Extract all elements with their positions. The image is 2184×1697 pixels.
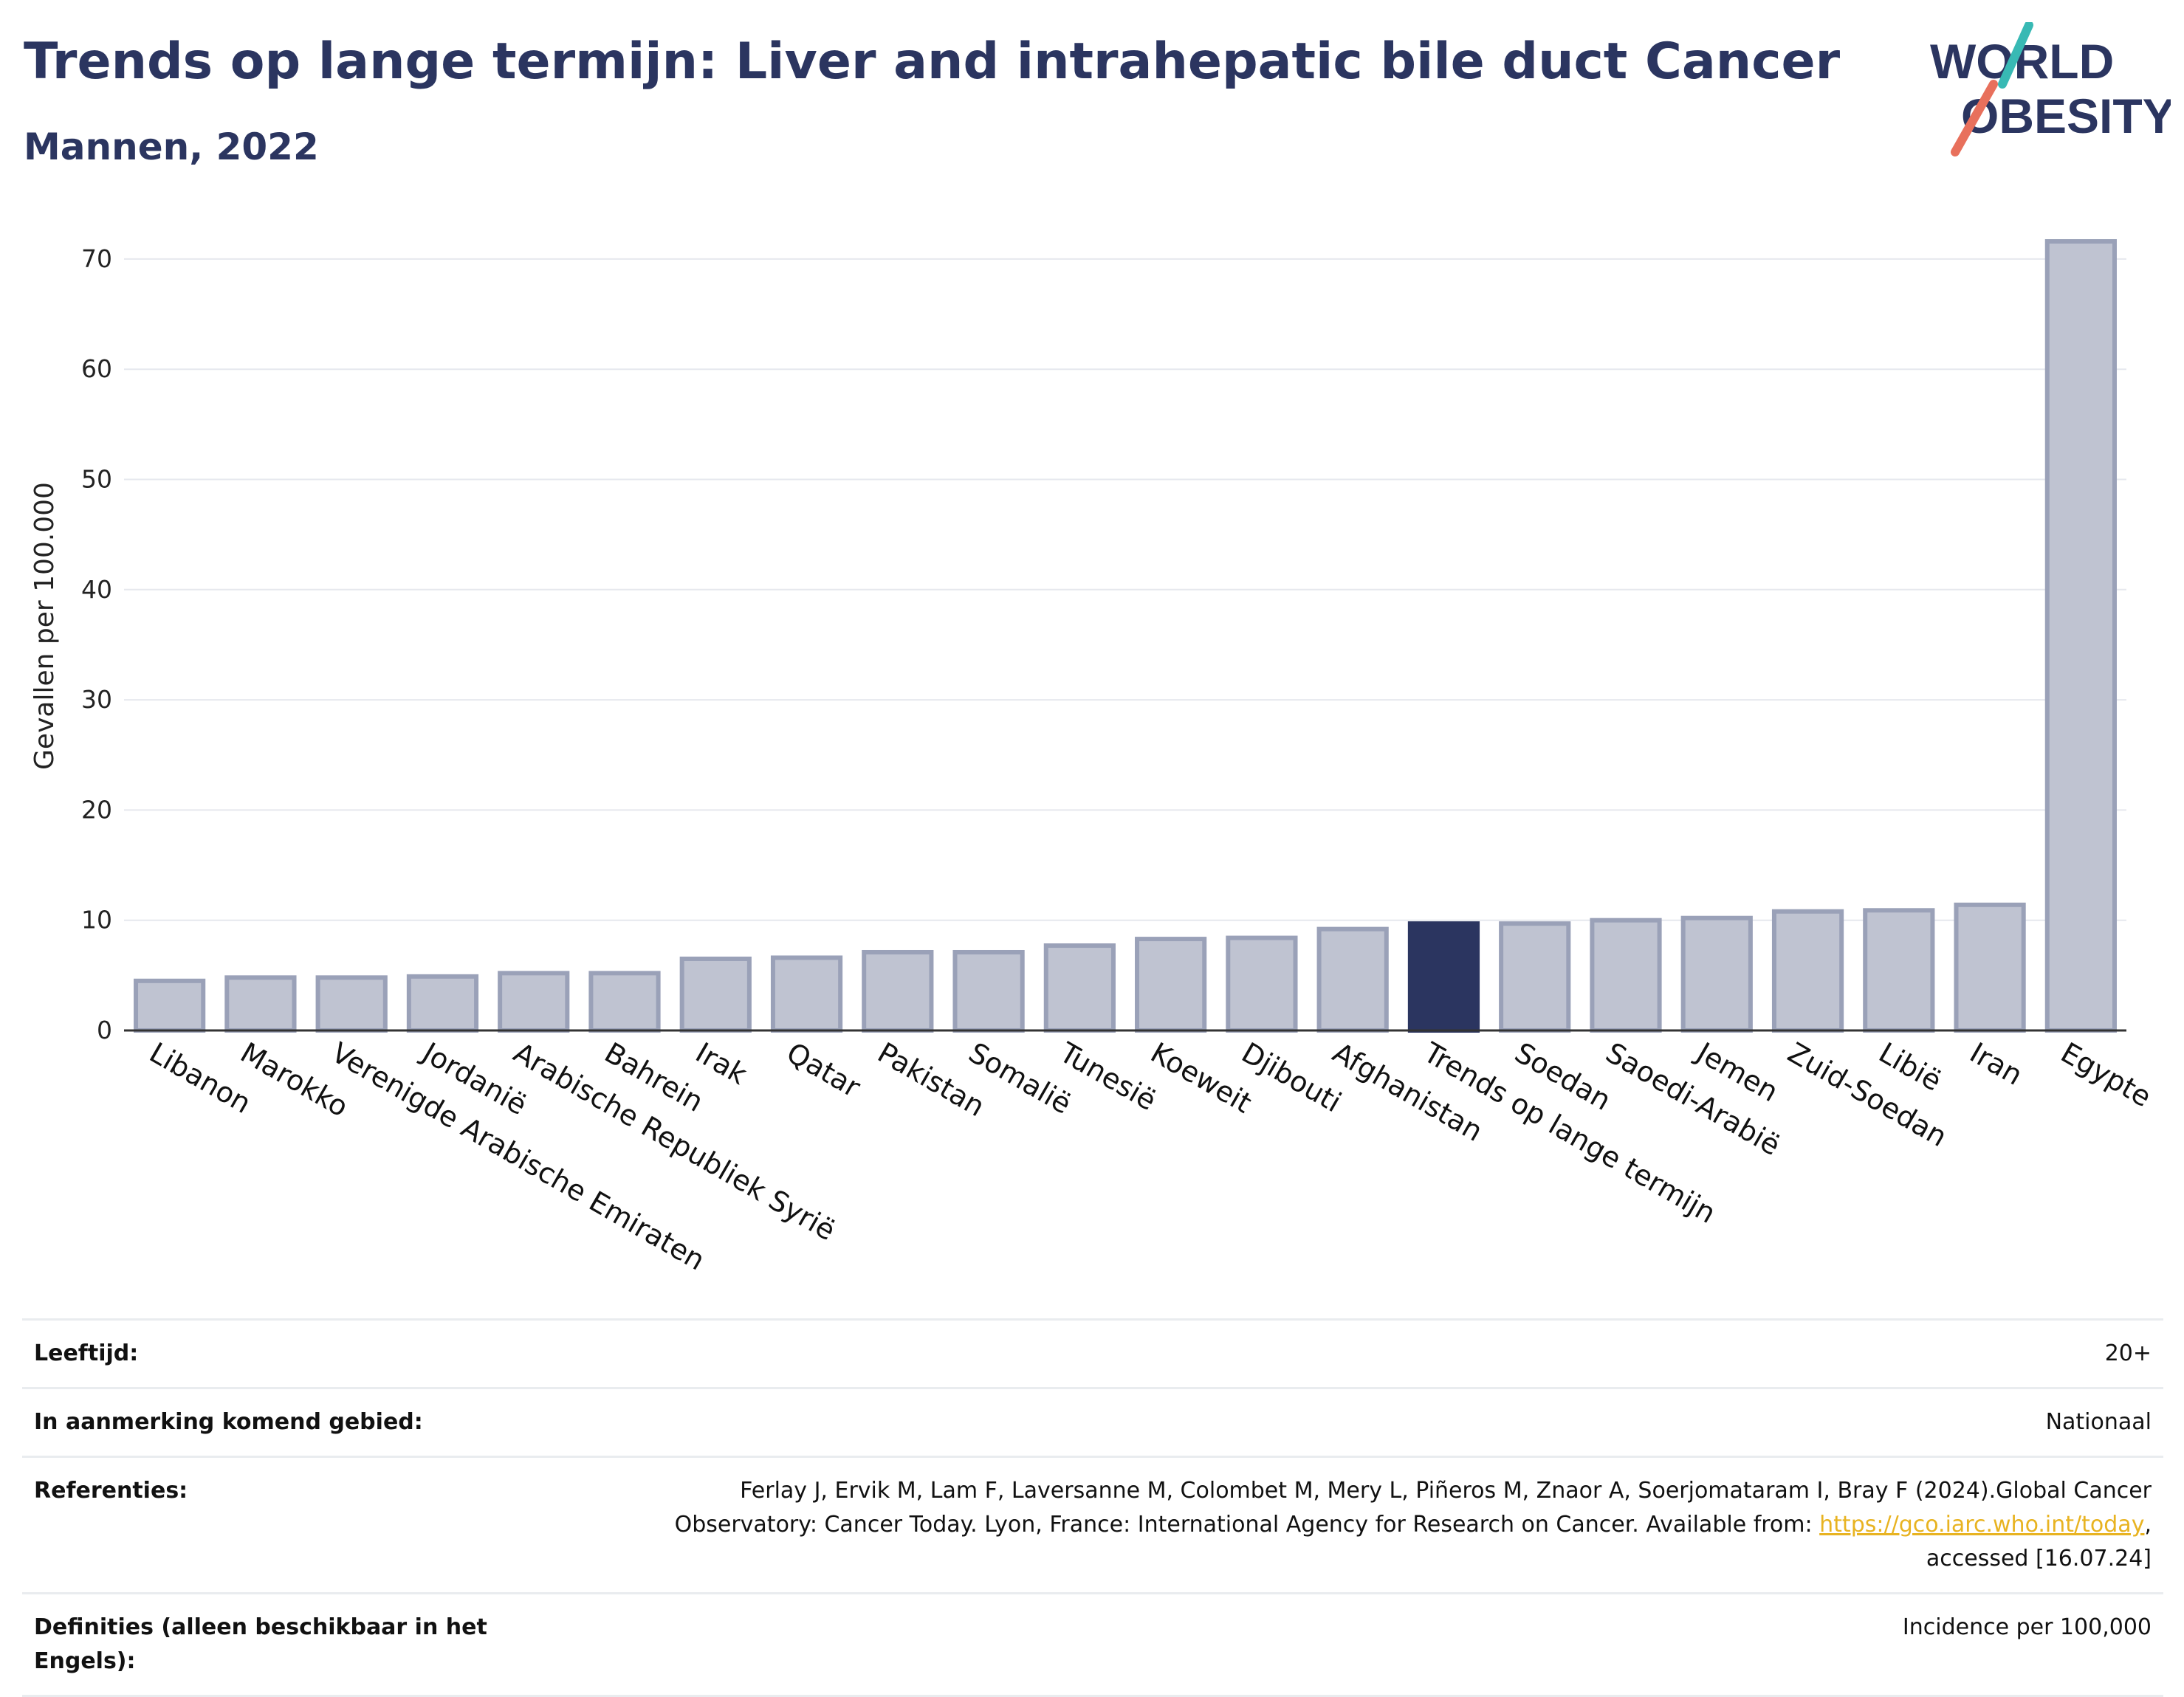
logo-slash-teal xyxy=(1998,22,2033,89)
y-axis-label: Gevallen per 100.000 xyxy=(30,482,60,770)
y-tick-label-40: 40 xyxy=(81,575,112,604)
x-tick-label-11: Koeweit xyxy=(1145,1036,1257,1120)
x-tick-label-10: Tunesië xyxy=(1054,1036,1161,1117)
bar-7 xyxy=(770,955,843,1033)
bar-10 xyxy=(1043,943,1116,1033)
bar-17 xyxy=(1680,915,1753,1033)
y-tick-label-30: 30 xyxy=(81,685,112,714)
bar-chart: 0 10 20 30 40 50 60 70 Gevallen per 100.000 Liban… xyxy=(30,239,2157,1277)
references-text-3: , xyxy=(2144,1512,2152,1538)
page-title: Trends op lange termijn: Liver and intra… xyxy=(24,32,1841,91)
bar-13 xyxy=(1316,926,1389,1033)
info-row-area: In aanmerking komend gebied: Nationaal xyxy=(22,1387,2163,1456)
bar-12 xyxy=(1226,935,1298,1033)
bar-4 xyxy=(498,971,570,1033)
y-tick-label-70: 70 xyxy=(81,244,112,273)
bar-15 xyxy=(1499,921,1571,1033)
bar-11 xyxy=(1135,937,1207,1033)
info-row-references: Referenties: Ferlay J, Ervik M, Lam F, L… xyxy=(22,1456,2163,1592)
y-tick-label-10: 10 xyxy=(81,906,112,934)
bar-6 xyxy=(679,956,752,1033)
x-tick-label-7: Qatar xyxy=(781,1036,866,1104)
y-tick-label-50: 50 xyxy=(81,465,112,494)
page-subtitle: Mannen, 2022 xyxy=(24,125,319,168)
bar-8 xyxy=(862,949,934,1033)
references-value: Ferlay J, Ervik M, Lam F, Laversanne M, … xyxy=(675,1474,2152,1576)
bar-21 xyxy=(2044,239,2117,1033)
area-value: Nationaal xyxy=(2045,1409,2152,1435)
definitions-value: Incidence per 100,000 xyxy=(1902,1614,2152,1640)
info-table: Leeftijd: 20+ In aanmerking komend gebie… xyxy=(22,1318,2163,1697)
bar-18 xyxy=(1771,909,1844,1033)
bar-16 xyxy=(1590,918,1662,1033)
x-tick-label-12: Djibouti xyxy=(1236,1036,1347,1119)
info-row-definitions: Definities (alleen beschikbaar in het En… xyxy=(22,1592,2163,1697)
references-text-1: Ferlay J, Ervik M, Lam F, Laversanne M, … xyxy=(740,1478,2152,1504)
world-obesity-logo: WORLD OBESITY xyxy=(1930,22,2171,156)
area-label: In aanmerking komend gebied: xyxy=(34,1409,423,1435)
x-tick-label-0: Libanon xyxy=(144,1036,256,1120)
y-tick-label-20: 20 xyxy=(81,795,112,824)
bar-0 xyxy=(134,978,206,1033)
bar-9 xyxy=(952,949,1025,1033)
x-tick-label-21: Egypte xyxy=(2056,1036,2157,1114)
info-row-age: Leeftijd: 20+ xyxy=(22,1318,2163,1387)
y-tick-label-0: 0 xyxy=(97,1016,112,1044)
bar-14 xyxy=(1407,921,1480,1033)
age-value: 20+ xyxy=(2104,1340,2152,1366)
bar-2 xyxy=(315,975,388,1033)
x-tick-label-20: Iran xyxy=(1965,1036,2028,1092)
logo-slash-coral xyxy=(1951,80,1998,156)
bar-3 xyxy=(406,974,479,1033)
references-label: Referenties: xyxy=(34,1478,188,1504)
references-link[interactable]: https://gco.iarc.who.int/today xyxy=(1819,1512,2145,1538)
references-text-4: accessed [16.07.24] xyxy=(1926,1546,2152,1572)
bar-19 xyxy=(1863,908,1935,1033)
y-tick-label-60: 60 xyxy=(81,354,112,383)
definitions-label: Definities (alleen beschikbaar in het En… xyxy=(34,1614,487,1674)
x-tick-label-6: Irak xyxy=(690,1036,752,1091)
bar-20 xyxy=(1954,902,2026,1033)
references-text-2: Observatory: Cancer Today. Lyon, France:… xyxy=(674,1512,1820,1538)
age-label: Leeftijd: xyxy=(34,1340,139,1366)
logo-line-2: OBESITY xyxy=(1961,89,2171,143)
bar-1 xyxy=(224,975,297,1033)
bar-5 xyxy=(588,971,661,1033)
